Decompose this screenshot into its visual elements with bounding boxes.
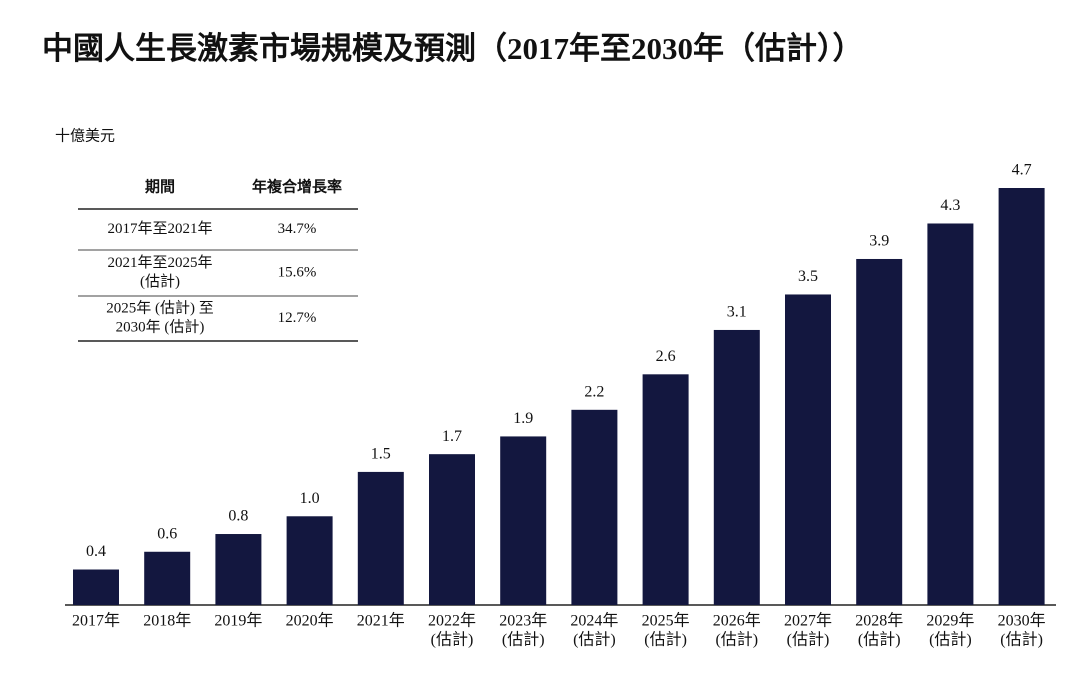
value-label: 3.5 xyxy=(798,268,818,285)
x-tick-label: 2019年 xyxy=(214,612,262,630)
bar xyxy=(927,223,974,605)
x-tick-label: 2024年 xyxy=(570,612,618,630)
x-tick-note: (估計) xyxy=(929,631,972,649)
table-cell: 12.7% xyxy=(278,310,317,326)
value-label: 1.0 xyxy=(300,490,320,507)
x-tick-label: 2017年 xyxy=(72,612,120,630)
value-label: 1.9 xyxy=(513,410,533,427)
chart-title: 中國人生長激素市場規模及預測（2017年至2030年（估計）） xyxy=(42,31,864,66)
value-label: 2.2 xyxy=(584,383,604,400)
bar xyxy=(642,374,689,605)
x-tick-note: (估計) xyxy=(1000,631,1043,649)
x-tick-label: 2027年 xyxy=(784,612,832,630)
value-label: 0.6 xyxy=(157,525,177,542)
x-tick-label: 2025年 xyxy=(642,612,690,630)
value-label: 3.1 xyxy=(727,304,747,321)
bar xyxy=(785,294,831,605)
value-label: 1.7 xyxy=(442,428,462,445)
table-cell: 15.6% xyxy=(278,264,317,280)
table-cell: 2030年 (估計) xyxy=(116,318,205,335)
bar xyxy=(286,516,333,605)
value-label: 4.7 xyxy=(1012,162,1032,179)
x-tick-note: (估計) xyxy=(431,631,474,649)
table-header: 期間 xyxy=(145,177,175,195)
x-tick-label: 2020年 xyxy=(286,612,334,630)
bar xyxy=(215,534,262,605)
bar xyxy=(713,329,760,605)
value-label: 3.9 xyxy=(869,233,889,250)
unit-label: 十億美元 xyxy=(55,127,115,144)
table-cell: 2017年至2021年 xyxy=(107,220,212,237)
bar xyxy=(144,551,191,605)
x-tick-note: (估計) xyxy=(715,631,758,649)
table-cell: 34.7% xyxy=(278,221,317,237)
table-cell: (估計) xyxy=(140,273,180,290)
value-label: 0.8 xyxy=(228,508,248,525)
x-tick-label: 2029年 xyxy=(926,612,974,630)
table-cell: 2025年 (估計) 至 xyxy=(106,299,214,316)
bar xyxy=(500,436,547,605)
x-tick-label: 2028年 xyxy=(855,612,903,630)
value-label: 1.5 xyxy=(371,446,391,463)
x-tick-note: (估計) xyxy=(644,631,687,649)
x-tick-label: 2022年 xyxy=(428,612,476,630)
x-tick-label: 2026年 xyxy=(713,612,761,630)
table-cell: 2021年至2025年 xyxy=(107,254,212,271)
bar xyxy=(73,569,119,605)
x-tick-label: 2030年 xyxy=(998,612,1046,630)
bar xyxy=(571,409,618,605)
x-tick-label: 2021年 xyxy=(357,612,405,630)
x-tick-note: (估計) xyxy=(787,631,830,649)
bar xyxy=(856,258,903,605)
bar xyxy=(357,471,404,605)
value-label: 4.3 xyxy=(940,197,960,214)
x-tick-note: (估計) xyxy=(502,631,545,649)
table-header: 年複合增長率 xyxy=(252,177,342,195)
x-tick-label: 2023年 xyxy=(499,612,547,630)
x-tick-note: (估計) xyxy=(858,631,901,649)
value-label: 2.6 xyxy=(656,348,676,365)
value-label: 0.4 xyxy=(86,543,106,560)
bar xyxy=(998,188,1045,605)
bar xyxy=(429,454,475,605)
x-tick-note: (估計) xyxy=(573,631,616,649)
x-tick-label: 2018年 xyxy=(143,612,191,630)
